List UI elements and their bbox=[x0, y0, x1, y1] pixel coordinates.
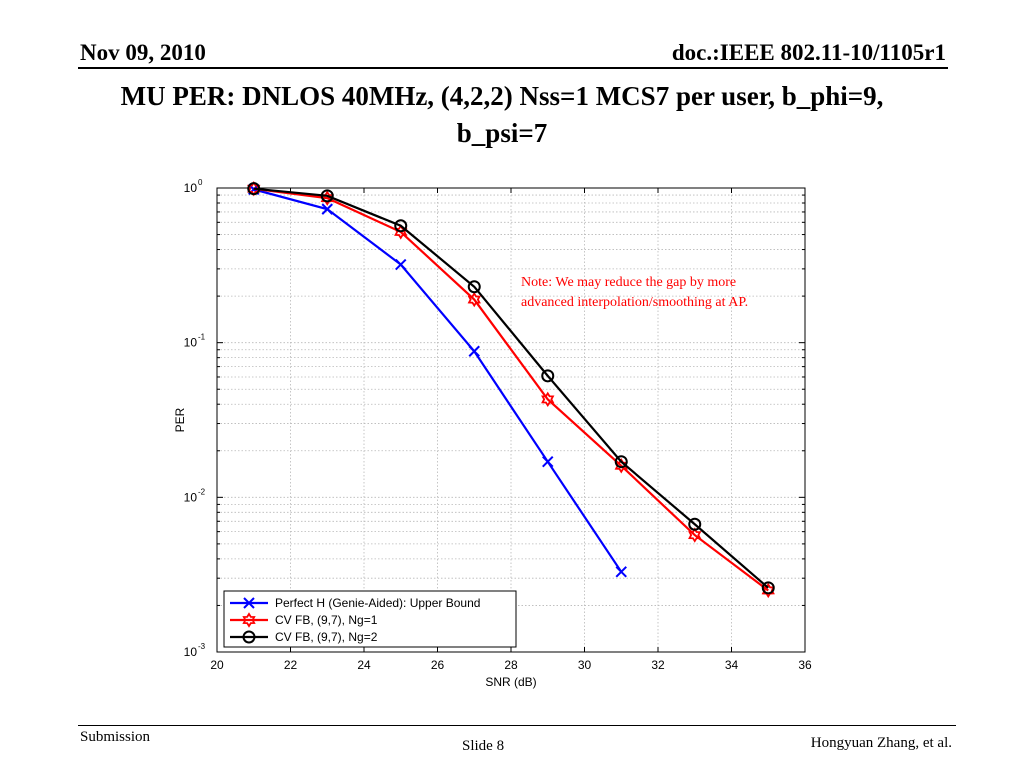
data-point bbox=[541, 391, 555, 408]
x-tick-label: 32 bbox=[651, 658, 665, 672]
footer-submission: Submission bbox=[80, 729, 151, 745]
marker-stroke bbox=[542, 455, 554, 468]
series-3 bbox=[247, 182, 775, 595]
x-tick-label: 22 bbox=[284, 658, 298, 672]
marker-stroke bbox=[468, 345, 480, 357]
y-axis-label: PER bbox=[173, 407, 187, 432]
x-tick-label: 34 bbox=[725, 658, 739, 672]
y-tick-label-base: 10 bbox=[184, 181, 198, 195]
footer-author: Hongyuan Zhang, et al. bbox=[810, 735, 952, 751]
y-tick-label-base: 10 bbox=[184, 645, 198, 659]
footer-slide-number: Slide 8 bbox=[462, 738, 505, 754]
data-point bbox=[320, 189, 334, 203]
data-point bbox=[321, 203, 333, 215]
x-tick-label: 30 bbox=[578, 658, 592, 672]
legend-swatch-marker bbox=[242, 612, 256, 628]
slide-title: MU PER: DNLOS 40MHz, (4,2,2) Nss=1 MCS7 … bbox=[40, 78, 964, 152]
footer-rule bbox=[78, 725, 956, 726]
data-point bbox=[468, 345, 480, 357]
data-point bbox=[467, 291, 481, 308]
legend-box bbox=[223, 590, 517, 648]
series-line bbox=[253, 188, 623, 573]
marker-stroke bbox=[395, 258, 407, 271]
plot-frame bbox=[216, 187, 806, 653]
header-rule bbox=[78, 67, 948, 69]
header-doc-id: doc.:IEEE 802.11-10/1105r1 bbox=[671, 40, 946, 65]
x-tick-label: 20 bbox=[210, 658, 224, 672]
annotation-line2: advanced interpolation/smoothing at AP. bbox=[521, 295, 748, 310]
x-axis-label: SNR (dB) bbox=[485, 675, 536, 689]
x-tick-label: 24 bbox=[357, 658, 371, 672]
y-tick-label-exponent: -1 bbox=[198, 333, 206, 342]
header-date: Nov 09, 2010 bbox=[80, 40, 206, 65]
data-point bbox=[688, 527, 702, 543]
x-tick-label: 36 bbox=[798, 658, 812, 672]
y-tick-label-base: 10 bbox=[184, 490, 198, 504]
annotation-line1: Note: We may reduce the gap by more bbox=[521, 275, 736, 290]
data-point bbox=[615, 566, 627, 578]
data-point bbox=[688, 517, 702, 531]
y-tick-label-exponent: 0 bbox=[198, 178, 203, 187]
series-line bbox=[253, 187, 769, 592]
legend-label: Perfect H (Genie-Aided): Upper Bound bbox=[275, 596, 480, 610]
marker-stroke bbox=[243, 597, 255, 609]
data-point bbox=[247, 182, 261, 196]
slide-title-line2: b_psi=7 bbox=[456, 118, 548, 148]
y-tick-label-exponent: -3 bbox=[198, 642, 206, 651]
x-tick-label: 28 bbox=[504, 658, 518, 672]
data-point bbox=[614, 455, 628, 469]
legend: Perfect H (Genie-Aided): Upper Bound CV F… bbox=[223, 590, 517, 648]
slide-title-line1: MU PER: DNLOS 40MHz, (4,2,2) Nss=1 MCS7 … bbox=[120, 81, 884, 111]
series-layer bbox=[247, 180, 775, 599]
legend-swatch-marker bbox=[242, 630, 256, 644]
legend-label: CV FB, (9,7), Ng=1 bbox=[275, 613, 378, 627]
y-tick-label-exponent: -2 bbox=[198, 487, 206, 496]
series-line bbox=[253, 187, 769, 589]
data-point bbox=[394, 219, 408, 233]
legend-label: CV FB, (9,7), Ng=2 bbox=[275, 630, 378, 644]
data-point bbox=[761, 581, 775, 595]
data-point bbox=[542, 455, 554, 468]
data-point bbox=[395, 258, 407, 271]
data-point bbox=[467, 280, 481, 294]
x-tick-label: 26 bbox=[431, 658, 445, 672]
marker-stroke bbox=[615, 566, 627, 578]
marker-stroke bbox=[321, 203, 333, 215]
data-point bbox=[541, 369, 555, 383]
legend-swatch-marker bbox=[243, 597, 255, 609]
y-tick-label-base: 10 bbox=[184, 336, 198, 350]
